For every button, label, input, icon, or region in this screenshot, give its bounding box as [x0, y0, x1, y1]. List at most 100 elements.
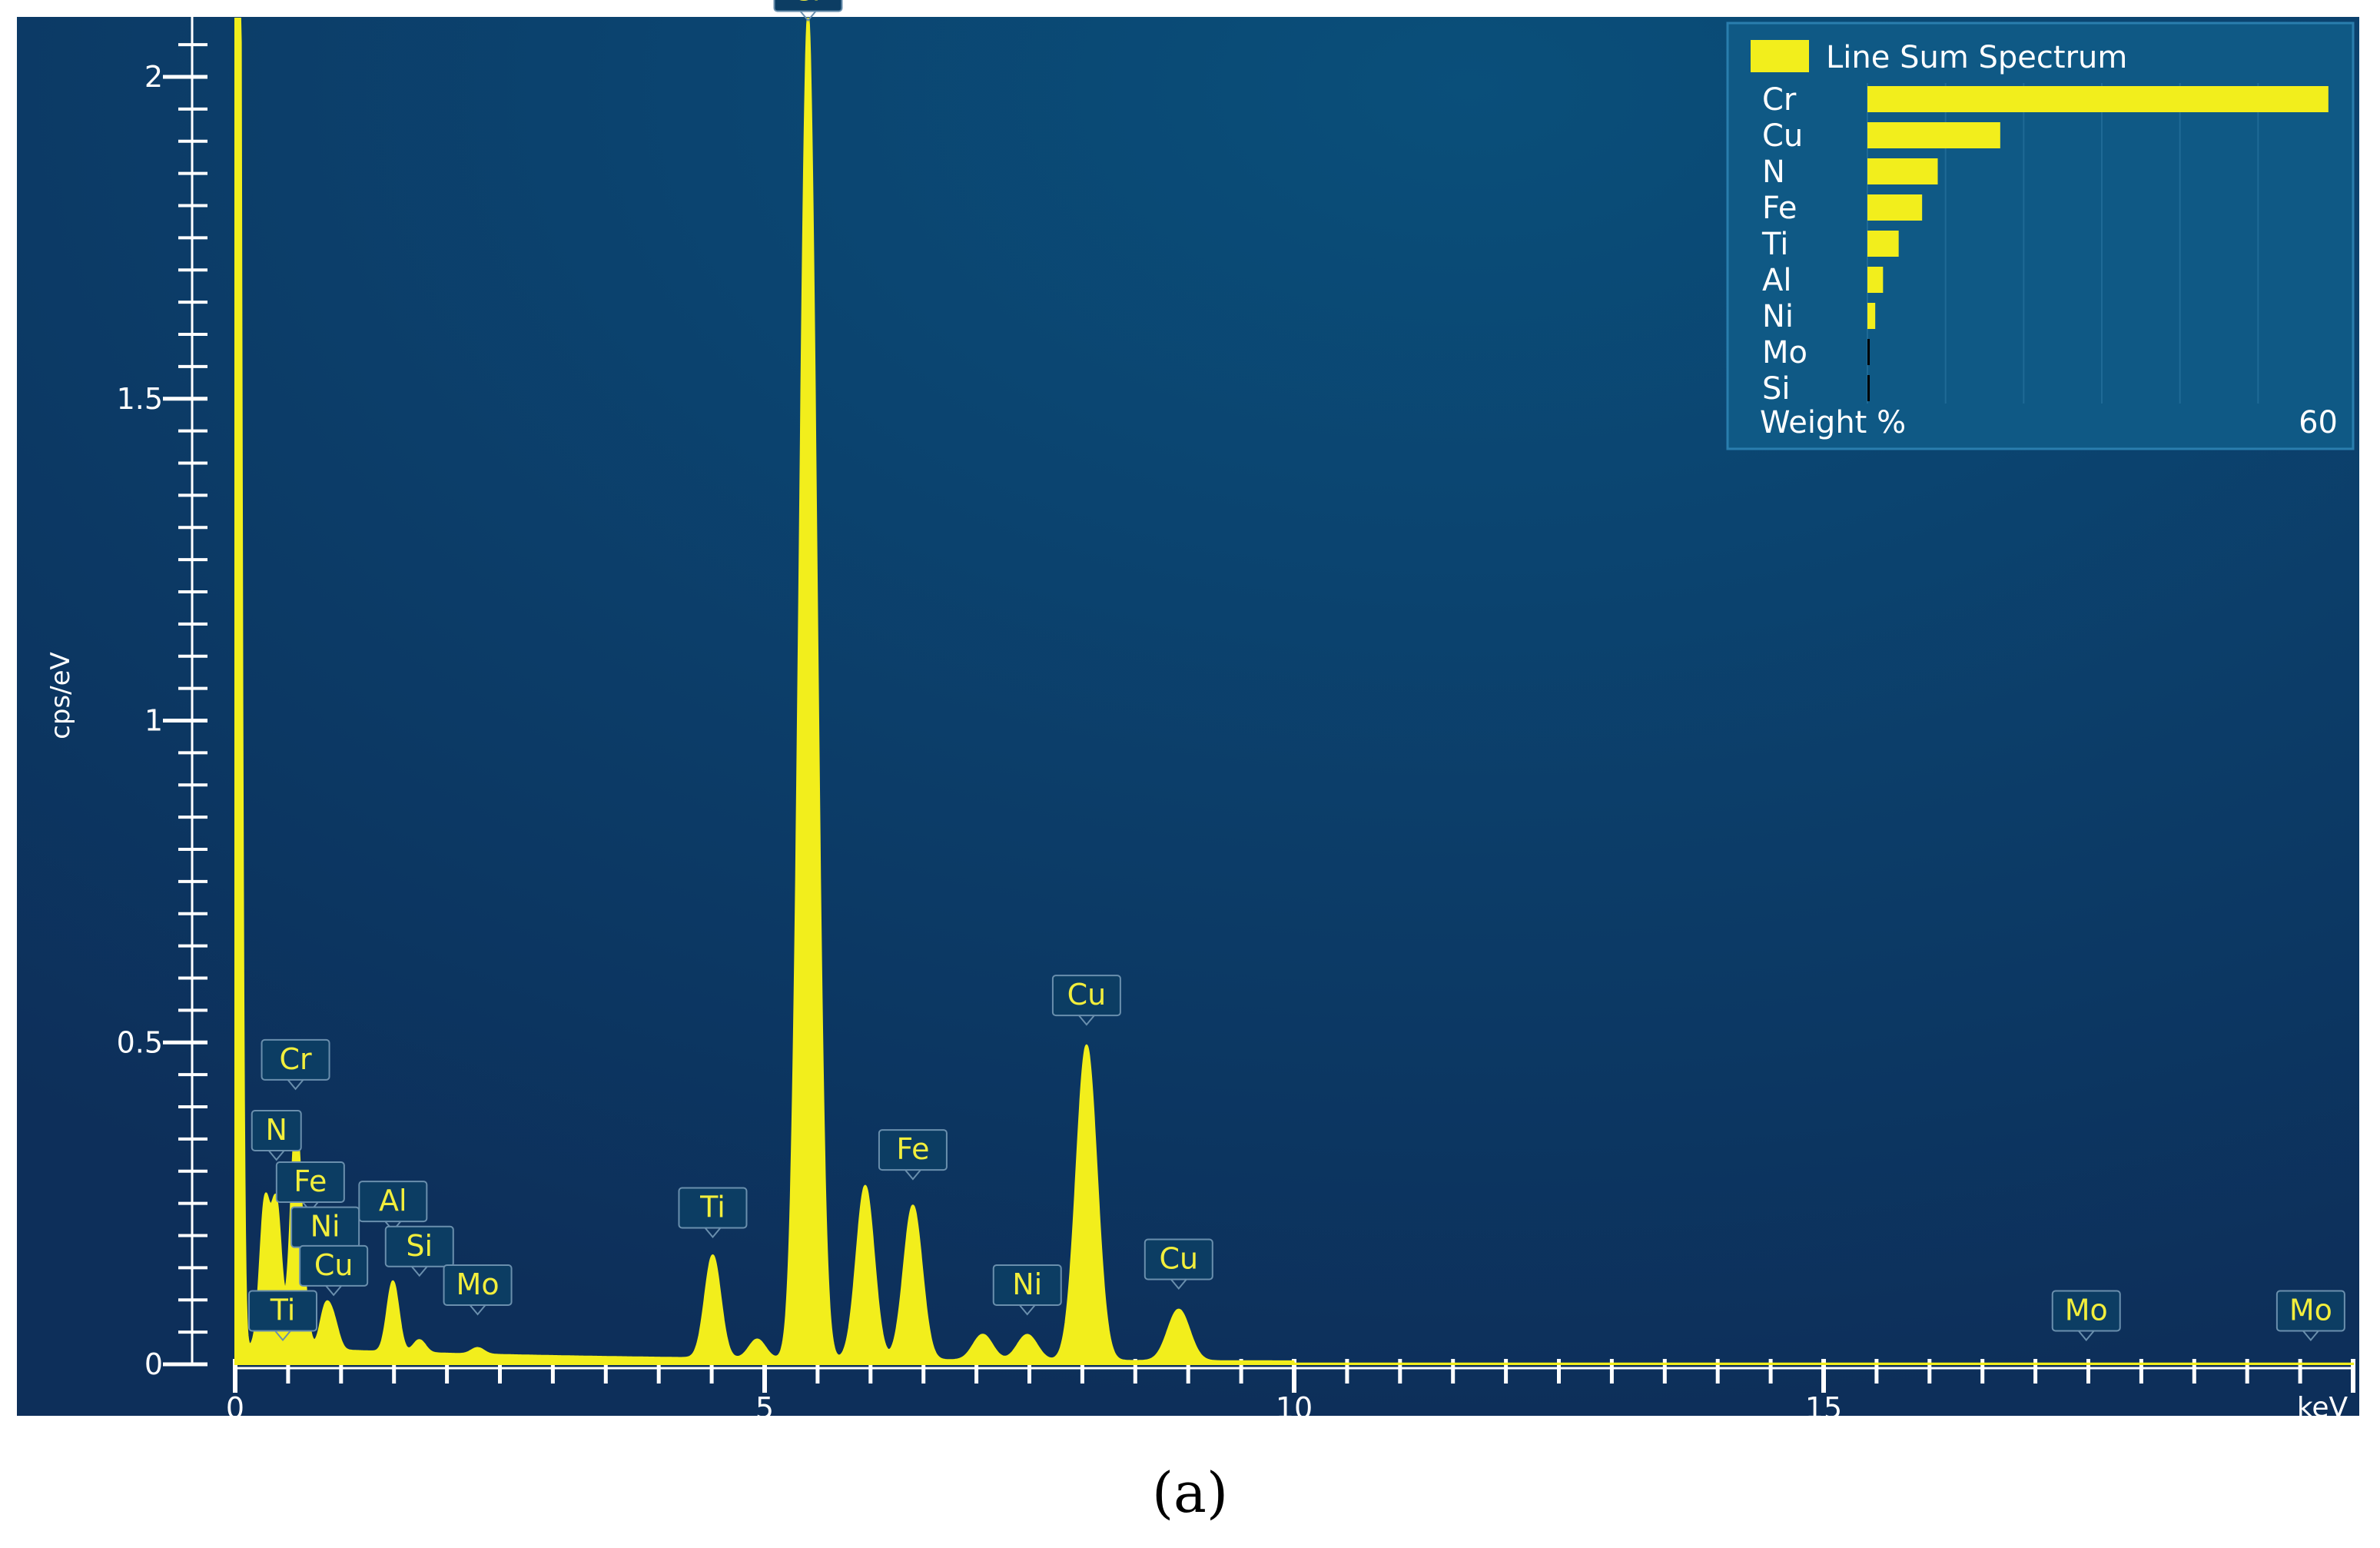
peak-label-pointer: [411, 1266, 428, 1277]
inset-category-label: Ti: [1761, 227, 1788, 262]
peak-label-text: Fe: [294, 1164, 327, 1198]
x-axis-label: keV: [2297, 1392, 2348, 1423]
inset-category-label: Fe: [1762, 191, 1797, 226]
peak-label-box: [1051, 975, 1121, 1017]
peak-label-al: Al: [358, 1181, 428, 1232]
peak-label-pointer: [469, 1304, 486, 1316]
peak-label-box: [992, 1264, 1062, 1306]
peak-label-mo: Mo: [443, 1264, 513, 1316]
peak-label-text: Fe: [896, 1132, 929, 1166]
x-tick-label: 5: [755, 1391, 774, 1425]
y-tick-label: 2: [144, 60, 163, 94]
peak-label-text: Ti: [699, 1191, 725, 1224]
peak-label-ti: Ti: [678, 1187, 748, 1239]
inset-category-label: Mo: [1762, 335, 1807, 370]
inset-bar: [1867, 339, 1870, 365]
inset-category-label: Cu: [1762, 118, 1803, 154]
peak-label-text: Cr: [279, 1042, 312, 1076]
inset-x-max-label: 60: [2299, 405, 2338, 440]
spectrum-area: [234, 18, 2354, 1365]
inset-bar: [1867, 158, 1938, 184]
inset-bar: [1867, 86, 2329, 112]
peak-label-box: [2275, 1290, 2345, 1332]
x-tick-label: 0: [226, 1391, 244, 1425]
peak-label-box: [275, 1161, 345, 1203]
inset-bar: [1867, 375, 1870, 401]
peak-label-mo: Mo: [2051, 1290, 2121, 1342]
peak-label-text: Ti: [270, 1294, 296, 1327]
peak-label-ni: Ni: [992, 1264, 1062, 1316]
inset-x-label: Weight %: [1760, 405, 1906, 440]
peak-label-text: Mo: [2065, 1294, 2108, 1327]
peak-label-text: Cu: [1067, 978, 1107, 1012]
peak-label-box: [878, 1129, 948, 1171]
inset-bar: [1867, 303, 1876, 329]
peak-label-box: [248, 1290, 318, 1332]
inset-category-label: Cr: [1762, 82, 1797, 118]
y-tick-label: 0: [144, 1347, 163, 1381]
peak-label-pointer: [2077, 1330, 2095, 1342]
peak-label-ti: Ti: [248, 1290, 318, 1342]
peak-label-box: [384, 1225, 454, 1267]
figure-caption: (a): [1151, 1460, 1229, 1525]
peak-labels: CrCrNFeNiCuTiAlSiMoTiFeNiCuCuMoMo: [248, 0, 2345, 1342]
peak-label-text: N: [266, 1113, 287, 1147]
inset-bar: [1867, 194, 1923, 221]
peak-label-box: [261, 1038, 330, 1081]
peak-label-box: [2051, 1290, 2121, 1332]
peak-label-cu: Cu: [299, 1244, 369, 1297]
peak-label-fe: Fe: [878, 1129, 948, 1181]
peak-label-text: Si: [406, 1229, 433, 1263]
peak-label-pointer: [267, 1150, 285, 1161]
inset-category-label: Si: [1762, 371, 1791, 407]
inset-category-label: N: [1762, 154, 1785, 190]
y-axis-label: cps/eV: [45, 652, 76, 739]
peak-label-ni: Ni: [290, 1206, 360, 1258]
peak-label-cr: Cr: [261, 1038, 330, 1091]
legend-label: Line Sum Spectrum: [1826, 40, 2127, 75]
peak-label-pointer: [325, 1285, 342, 1297]
inset-bar: [1867, 122, 2000, 148]
peak-label-box: [1144, 1238, 1213, 1281]
peak-label-box: [358, 1181, 428, 1223]
peak-label-pointer: [704, 1227, 722, 1239]
peak-label-pointer: [1170, 1278, 1187, 1291]
peak-label-pointer: [2302, 1330, 2319, 1342]
peak-label-cu: Cu: [1144, 1238, 1213, 1291]
peak-label-n: N: [251, 1110, 302, 1161]
x-tick-label: 15: [1805, 1391, 1842, 1425]
peak-label-box: [773, 0, 843, 12]
peak-label-pointer: [1078, 1015, 1095, 1026]
legend-swatch: [1751, 40, 1809, 72]
peak-label-cr: Cr: [773, 0, 843, 22]
x-tick-label: 10: [1276, 1391, 1313, 1425]
peak-label-pointer: [905, 1169, 921, 1181]
peak-label-text: Cu: [314, 1248, 354, 1282]
peak-label-pointer: [799, 10, 817, 22]
spectrum-series: [234, 18, 2354, 1365]
peak-label-box: [299, 1244, 369, 1287]
peak-label-text: Al: [379, 1184, 407, 1217]
peak-label-mo: Mo: [2275, 1290, 2345, 1342]
peak-label-cu: Cu: [1051, 975, 1121, 1026]
peak-label-text: Ni: [1012, 1267, 1042, 1301]
inset-bar: [1867, 231, 1899, 257]
inset-category-label: Al: [1762, 263, 1791, 298]
inset-bar: [1867, 267, 1884, 293]
y-tick-label: 0.5: [117, 1025, 163, 1059]
peak-label-pointer: [287, 1079, 304, 1091]
y-axis: 0 0.5 1 1.5 2: [117, 11, 207, 1381]
peak-label-text: Mo: [2289, 1294, 2332, 1327]
peak-label-si: Si: [384, 1225, 454, 1277]
peak-label-text: Mo: [456, 1267, 500, 1301]
peak-label-box: [443, 1264, 513, 1306]
y-tick-label: 1.5: [117, 382, 163, 416]
peak-label-pointer: [274, 1330, 291, 1342]
peak-label-text: Ni: [310, 1210, 340, 1244]
peak-label-pointer: [1018, 1304, 1036, 1316]
peak-label-box: [251, 1110, 302, 1151]
inset-category-label: Ni: [1762, 299, 1794, 334]
